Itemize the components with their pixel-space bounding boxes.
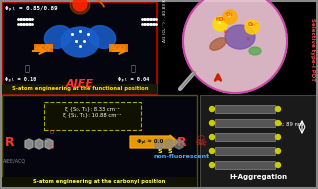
Ellipse shape <box>225 25 255 49</box>
FancyBboxPatch shape <box>44 102 141 130</box>
Text: ✕: ✕ <box>246 37 250 42</box>
FancyBboxPatch shape <box>215 147 275 155</box>
Text: *: * <box>228 14 232 20</box>
Circle shape <box>183 0 287 93</box>
Ellipse shape <box>249 47 261 55</box>
FancyBboxPatch shape <box>2 2 157 94</box>
Text: 💡: 💡 <box>24 64 30 74</box>
Text: ☠: ☠ <box>194 135 206 149</box>
Circle shape <box>210 149 215 153</box>
Circle shape <box>275 121 280 125</box>
FancyBboxPatch shape <box>2 95 197 187</box>
Text: ξ {S₀, T₁}: 8.33 cm⁻¹: ξ {S₀, T₁}: 8.33 cm⁻¹ <box>65 107 119 112</box>
Text: S: S <box>158 149 162 154</box>
Text: O₂·⁻: O₂·⁻ <box>248 22 259 27</box>
Text: ACQ: ACQ <box>110 45 127 51</box>
Text: R: R <box>177 136 187 149</box>
Circle shape <box>70 0 90 14</box>
Text: Φₚₗ = 0.85/0.89: Φₚₗ = 0.85/0.89 <box>5 6 58 11</box>
Text: *: * <box>250 24 254 30</box>
FancyBboxPatch shape <box>215 133 275 141</box>
Circle shape <box>275 106 280 112</box>
FancyBboxPatch shape <box>200 95 316 187</box>
Ellipse shape <box>61 27 99 57</box>
Circle shape <box>275 135 280 139</box>
FancyBboxPatch shape <box>215 119 275 127</box>
Text: 💡: 💡 <box>130 64 135 74</box>
Text: non-fluorescent: non-fluorescent <box>154 154 210 160</box>
Text: AIEE/ACQ: AIEE/ACQ <box>3 159 27 163</box>
Circle shape <box>213 17 227 31</box>
FancyBboxPatch shape <box>2 84 157 94</box>
Polygon shape <box>155 139 163 149</box>
Text: Φₚₗ ≈ 0.0: Φₚₗ ≈ 0.0 <box>137 139 163 145</box>
Polygon shape <box>165 139 173 149</box>
Text: ξ {S₁, T₁}: 10.88 cm⁻¹: ξ {S₁, T₁}: 10.88 cm⁻¹ <box>63 113 121 118</box>
Text: Δλ: 89 nm: Δλ: 89 nm <box>276 122 304 126</box>
FancyBboxPatch shape <box>215 105 275 113</box>
Circle shape <box>245 20 259 34</box>
FancyArrow shape <box>130 135 178 149</box>
Text: S-atom engineering at the functional position: S-atom engineering at the functional pos… <box>12 86 148 91</box>
Polygon shape <box>25 139 33 149</box>
FancyBboxPatch shape <box>215 161 275 169</box>
Text: AIEE: AIEE <box>66 79 94 89</box>
Ellipse shape <box>88 26 116 48</box>
Circle shape <box>275 149 280 153</box>
Polygon shape <box>35 139 43 149</box>
FancyBboxPatch shape <box>2 177 197 187</box>
Polygon shape <box>45 139 53 149</box>
Text: ✕: ✕ <box>223 30 227 35</box>
Circle shape <box>210 163 215 167</box>
Circle shape <box>210 135 215 139</box>
Circle shape <box>210 106 215 112</box>
Text: ¹O₂: ¹O₂ <box>225 12 233 17</box>
Ellipse shape <box>44 26 72 48</box>
Text: ΔG (O₂˙⁻) : -40.83 Kcal mol⁻¹: ΔG (O₂˙⁻) : -40.83 Kcal mol⁻¹ <box>163 0 167 42</box>
Circle shape <box>73 0 87 11</box>
Text: S-atom engineering at the carbonyl position: S-atom engineering at the carbonyl posit… <box>33 180 165 184</box>
Text: Selective type-I PDT: Selective type-I PDT <box>310 18 315 81</box>
Text: O: O <box>50 130 54 135</box>
Text: H-Aggregation: H-Aggregation <box>229 174 287 180</box>
Circle shape <box>210 121 215 125</box>
Text: R: R <box>5 136 15 149</box>
Text: S: S <box>168 149 172 154</box>
Text: HO·: HO· <box>216 17 226 22</box>
Text: C: C <box>44 138 48 143</box>
Text: ACQ: ACQ <box>35 45 52 51</box>
Text: Φₚₗ = 0.10: Φₚₗ = 0.10 <box>5 77 36 82</box>
Circle shape <box>223 10 237 24</box>
Circle shape <box>275 163 280 167</box>
Text: *: * <box>218 21 222 27</box>
Text: Φₚₗ = 0.04: Φₚₗ = 0.04 <box>118 77 149 82</box>
Ellipse shape <box>210 38 226 50</box>
Text: O: O <box>50 145 54 150</box>
Polygon shape <box>175 139 183 149</box>
